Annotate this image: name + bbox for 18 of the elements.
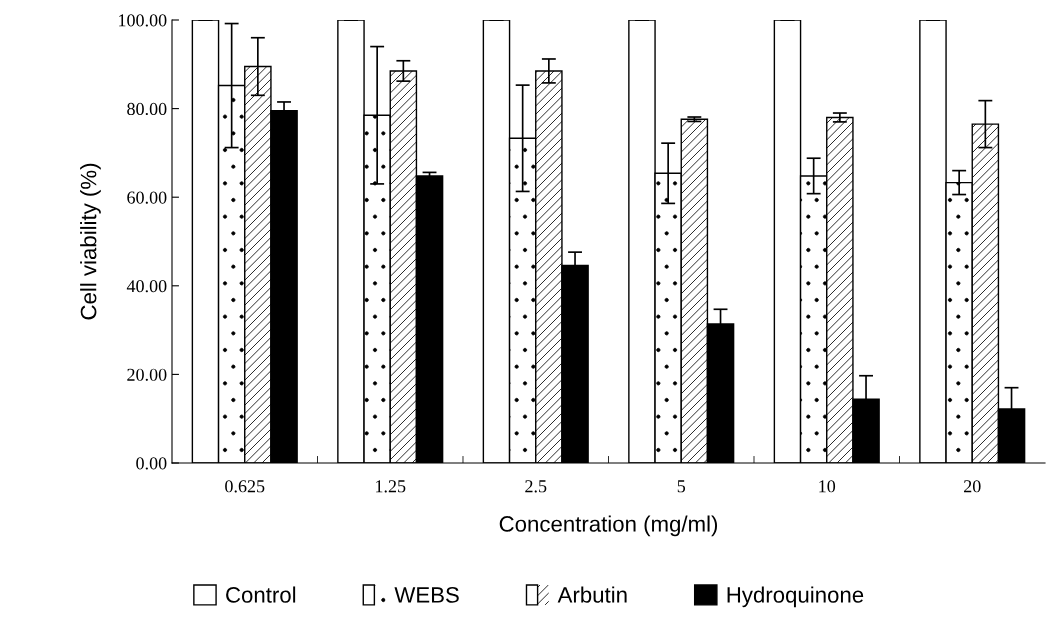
y-tick-label: 20.00 xyxy=(127,368,167,381)
legend-label: Control xyxy=(226,586,296,603)
y-tick-label: 60.00 xyxy=(127,191,167,204)
x-tick-label: 10 xyxy=(819,480,836,493)
y-tick-label: 100.00 xyxy=(119,14,167,27)
x-tick-label: 20 xyxy=(964,480,981,493)
y-tick-label: 40.00 xyxy=(126,280,167,293)
y-tick-label: 80.00 xyxy=(127,102,167,116)
y-axis-title: Cell viability (%) xyxy=(80,163,101,320)
x-tick-label: 2.5 xyxy=(525,480,547,493)
x-tick-label: 1.25 xyxy=(376,480,406,493)
legend-label: WEBS xyxy=(394,587,459,603)
x-axis-title: Concentration (mg/ml) xyxy=(499,515,718,537)
y-tick-label: 0.00 xyxy=(136,457,167,470)
x-tick-label: 5 xyxy=(677,480,686,493)
legend-label: Arbutin xyxy=(557,586,627,603)
x-tick-label: 0.625 xyxy=(225,480,265,493)
legend-label: Hydroquinone xyxy=(727,586,864,608)
